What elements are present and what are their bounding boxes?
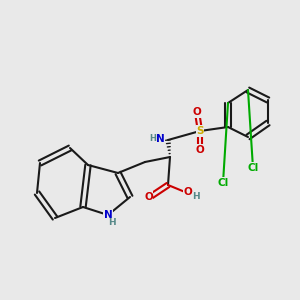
Text: H: H <box>193 192 200 201</box>
Text: H: H <box>150 134 156 143</box>
Text: S: S <box>196 126 204 136</box>
Text: N: N <box>103 210 112 220</box>
Text: Cl: Cl <box>248 163 259 173</box>
Text: O: O <box>193 107 201 117</box>
Text: O: O <box>144 192 153 202</box>
Text: O: O <box>184 187 192 197</box>
Text: Cl: Cl <box>218 178 229 188</box>
Text: N: N <box>156 134 165 143</box>
Text: H: H <box>108 218 116 227</box>
Text: O: O <box>196 145 204 155</box>
